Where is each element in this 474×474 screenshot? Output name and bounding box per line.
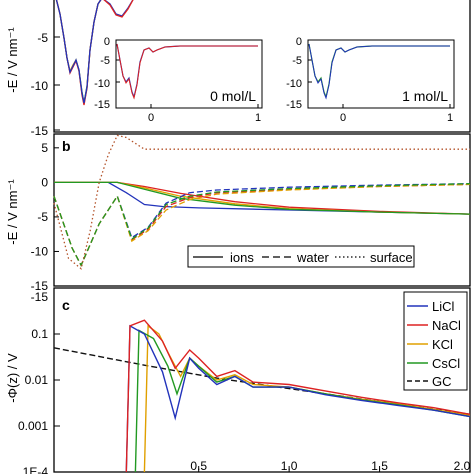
panel-b-ytick-label: -5 [37,210,48,224]
legend-nacl-label: NaCl [432,318,461,333]
panel-c-series-nacl [125,319,471,473]
panel-c-series [53,319,471,473]
inset-1mol-ytick-label: -10 [286,78,302,90]
panel-c-xtick-label: 2.0 [454,459,471,473]
panel-a-ytick-0: -5 [37,31,60,45]
inset-1mol: 0 -5 -10 -15 0 1 1 mol/L [286,36,455,124]
panel-b-series-ions-cscl [54,181,471,215]
panel-c-ytick-label: 0.001 [18,419,48,433]
panel-c-ytick-label: 0.01 [25,373,49,387]
panel-c-xtick-label: 1.5 [371,459,388,473]
panel-c-ytick-label: 0.1 [31,327,48,341]
legend-water-label: water [296,250,329,265]
inset-0mol-xtick-label: 0 [148,112,154,124]
panel-b-ytick-label: -10 [31,244,49,258]
panel-a-ytick-1: -10 [31,79,60,93]
panel-a-curve-surface-tail-2 [103,0,134,18]
panel-b-ytick-label: 5 [41,141,48,155]
panel-a-ytick-label: -10 [31,79,49,93]
panel-b-series-water-cscl [53,183,471,267]
panel-c-label: c [62,297,70,313]
panel-b-ytick-label: 0 [41,175,48,189]
inset-0mol-ytick-label: 0 [104,36,110,48]
legend-ions-label: ions [230,250,254,265]
legend-kcl-label: KCl [432,337,453,352]
inset-0mol-ytick-label: -15 [94,99,110,111]
inset-0mol-ytick-label: -5 [100,55,110,67]
panel-b-legend-box [187,245,415,268]
panel-b: b -E / V nm⁻¹ -15 -10 -5 0 5 ions water surf… [5,133,471,293]
panel-c-ytick-label: 1E-4 [23,465,49,474]
panel-c-axis-ticks: 1E-4 0.001 0.01 0.1 0.5 1.0 1.5 2.0 [18,327,471,474]
panel-c-legend-box [403,291,468,391]
panel-c-xtick-label: 1.0 [281,459,298,473]
legend-gc-label: GC [432,374,452,389]
panel-a-ytick-label: -5 [37,31,48,45]
inset-0mol-frame [115,39,263,109]
panel-b-ylabel: -E / V nm⁻¹ [5,179,20,245]
legend-cscl-label: CsCl [432,356,460,371]
panel-b-series-surface [53,134,470,270]
panel-a-curve-licl [55,0,102,104]
panel-b-ytick-label: -15 [31,279,49,293]
panel-a-curves [55,0,134,106]
inset-0mol-xtick-label: 1 [255,112,261,124]
panel-a: -E / V nm⁻¹ -5 -10 -15 0 -5 -10 [5,0,471,138]
inset-0mol-label: 0 mol/L [210,88,256,104]
inset-0mol-ytick-label: -10 [94,78,110,90]
panel-c-top-tick: -15 [31,290,49,304]
panel-c-legend: LiCl NaCl KCl CsCl GC [403,291,468,391]
inset-1mol-ytick-label: 0 [296,36,302,48]
panel-b-series-ions-licl [54,181,471,215]
inset-1mol-label: 1 mol/L [402,88,448,104]
panel-a-frame [53,0,471,133]
panel-b-frame [53,133,471,287]
panel-b-yticks: -15 -10 -5 0 5 [31,141,59,293]
inset-1mol-frame [307,39,455,109]
inset-1mol-xtick-label: 1 [447,112,453,124]
panel-a-ylabel: -E / V nm⁻¹ [5,27,20,93]
panel-a-ytick-2: -15 [31,124,60,138]
inset-1mol-ytick-label: -5 [292,55,302,67]
panel-c-series-licl [125,324,471,473]
panel-b-label: b [62,138,71,154]
inset-0mol-curve-2 [116,43,258,100]
panel-a-ytick-label: -15 [31,124,49,138]
panel-b-legend: ions water surface [187,245,415,268]
inset-0mol: 0 -5 -10 -15 0 1 0 mol/L [94,36,263,124]
inset-1mol-xtick-label: 0 [340,112,346,124]
panel-b-series [53,134,471,270]
panel-c-ylabel: -Φ(z) / V [5,353,20,403]
panel-c-xtick-label: 0.5 [190,459,207,473]
inset-1mol-curve-2 [308,43,450,100]
legend-licl-label: LiCl [432,299,455,314]
panel-c: c -Φ(z) / V -15 1E-4 0.001 0.01 0.1 0.5 1.0 1.… [5,287,471,474]
legend-surface-label: surface [370,250,413,265]
inset-1mol-ytick-label: -15 [286,99,302,111]
